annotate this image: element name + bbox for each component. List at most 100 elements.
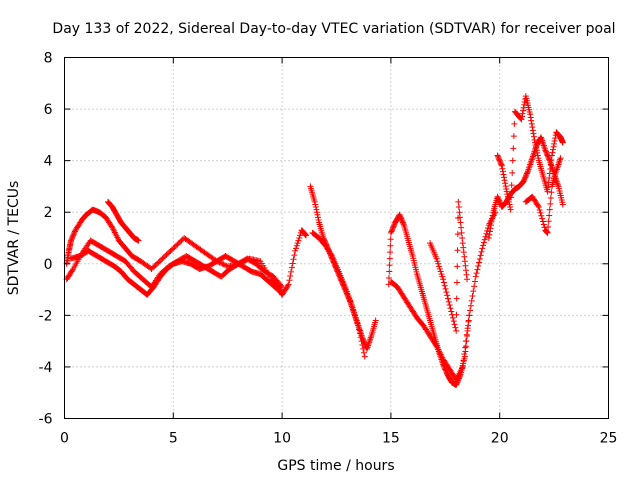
data-point xyxy=(453,380,460,387)
data-point xyxy=(152,262,159,269)
data-point xyxy=(559,139,566,146)
data-point xyxy=(158,256,165,263)
data-point xyxy=(484,227,491,234)
data-point xyxy=(480,239,487,246)
data-point xyxy=(538,212,545,219)
data-point xyxy=(168,246,175,253)
data-point xyxy=(68,236,75,243)
data-point xyxy=(164,250,171,257)
data-point xyxy=(545,153,552,160)
data-point xyxy=(360,345,367,352)
data-point xyxy=(462,267,469,274)
data-point xyxy=(456,214,463,221)
data-point xyxy=(548,152,555,159)
data-point xyxy=(155,259,162,266)
data-point xyxy=(469,293,476,300)
data-point xyxy=(547,161,554,168)
data-point xyxy=(546,212,553,219)
data-point xyxy=(542,147,549,154)
data-point xyxy=(496,157,503,164)
data-point xyxy=(387,242,394,249)
data-point xyxy=(167,247,174,254)
data-point xyxy=(499,168,506,175)
data-point xyxy=(355,322,362,329)
data-point xyxy=(506,201,513,208)
data-point xyxy=(486,231,493,238)
data-point xyxy=(521,175,528,182)
data-point xyxy=(508,194,515,201)
data-point xyxy=(437,268,444,275)
x-tick-label: 20 xyxy=(491,431,509,447)
y-tick-label: -4 xyxy=(39,360,53,376)
data-point xyxy=(69,267,76,274)
data-point xyxy=(440,279,447,286)
data-point xyxy=(434,258,441,265)
data-point xyxy=(462,262,469,269)
data-point xyxy=(175,240,182,247)
data-point xyxy=(388,227,395,234)
data-point xyxy=(495,153,502,160)
data-point xyxy=(447,305,454,312)
data-point xyxy=(465,318,472,325)
data-point xyxy=(289,260,296,267)
data-point xyxy=(354,320,361,327)
data-point xyxy=(508,182,515,189)
y-tick-label: 6 xyxy=(44,102,53,118)
series-trace-11 xyxy=(494,93,566,213)
data-point xyxy=(547,195,554,202)
data-point xyxy=(351,312,358,319)
x-tick-label: 0 xyxy=(60,431,69,447)
data-point xyxy=(312,204,319,211)
data-point xyxy=(495,196,502,203)
data-point xyxy=(464,276,471,283)
data-point xyxy=(439,273,446,280)
data-point xyxy=(359,342,366,349)
data-point xyxy=(535,155,542,162)
data-point xyxy=(510,133,517,140)
data-point xyxy=(159,255,166,262)
series-trace-6 xyxy=(309,229,368,360)
data-point xyxy=(160,254,167,261)
data-point xyxy=(559,201,566,208)
data-point xyxy=(481,236,488,243)
data-point xyxy=(456,209,463,216)
data-point xyxy=(302,231,309,238)
data-point xyxy=(505,198,512,205)
x-tick-labels: 0 5 10 15 20 25 xyxy=(60,431,617,447)
data-point xyxy=(328,251,335,258)
data-point xyxy=(503,186,510,193)
data-point xyxy=(471,283,478,290)
data-point xyxy=(444,292,451,299)
data-point xyxy=(435,260,442,267)
data-point xyxy=(532,139,539,146)
data-point xyxy=(353,317,360,324)
data-point xyxy=(433,255,440,262)
data-point xyxy=(478,248,485,255)
data-point xyxy=(278,282,285,289)
data-point xyxy=(387,229,394,236)
data-point xyxy=(390,223,397,230)
data-point xyxy=(357,334,364,341)
data-point xyxy=(396,211,403,218)
data-point xyxy=(455,204,462,211)
data-point xyxy=(442,285,449,292)
data-point xyxy=(547,200,554,207)
data-point xyxy=(461,353,468,360)
data-point xyxy=(482,233,489,240)
y-tick-label: -2 xyxy=(39,308,53,324)
data-point xyxy=(174,241,181,248)
data-point xyxy=(453,279,460,286)
data-point xyxy=(440,276,447,283)
data-point xyxy=(70,232,77,239)
data-point xyxy=(461,253,468,260)
data-point xyxy=(496,156,503,163)
data-point xyxy=(388,228,395,235)
data-point xyxy=(487,222,494,229)
data-point xyxy=(461,351,468,358)
series-trace-10 xyxy=(485,134,566,241)
data-point xyxy=(436,263,443,270)
data-point xyxy=(69,235,76,241)
data-point xyxy=(510,145,517,152)
data-point xyxy=(524,169,531,176)
data-point xyxy=(391,222,398,229)
